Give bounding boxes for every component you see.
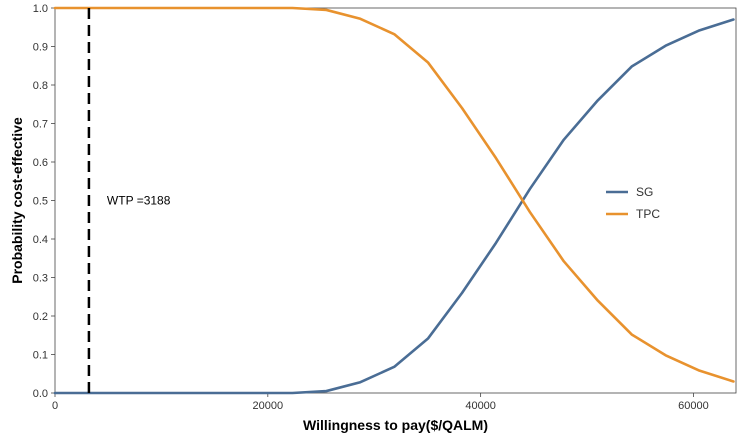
x-tick-label: 60000	[678, 400, 709, 412]
y-tick-label: 1.0	[33, 3, 48, 15]
y-tick-label: 0.3	[33, 273, 48, 285]
legend: SG TPC	[606, 185, 660, 221]
x-axis-ticks: 0 20000 40000 60000	[52, 393, 709, 412]
legend-label-sg: SG	[636, 185, 653, 199]
y-tick-label: 0.2	[33, 311, 48, 323]
y-tick-label: 0.6	[33, 157, 48, 169]
y-tick-label: 0.8	[33, 80, 48, 92]
y-tick-label: 0.7	[33, 119, 48, 131]
y-tick-label: 0.5	[33, 196, 48, 208]
y-tick-label: 0.1	[33, 350, 48, 362]
y-tick-label: 0.0	[33, 388, 48, 400]
y-tick-label: 0.4	[33, 234, 48, 246]
series-line-tpc	[53, 6, 735, 383]
y-axis-ticks: 0.0 0.1 0.2 0.3 0.4 0.5 0.6 0.7 0.8 0.9 1.0	[33, 3, 55, 400]
legend-label-tpc: TPC	[636, 207, 660, 221]
reference-line-group: WTP =3188	[87, 8, 171, 393]
x-tick-label: 20000	[253, 400, 284, 412]
x-tick-label: 40000	[465, 400, 496, 412]
x-axis-title: Willingness to pay($/QALM)	[303, 417, 488, 433]
y-axis-title: Probability cost-effective	[9, 117, 25, 284]
wtp-threshold-label: WTP =3188	[107, 194, 171, 208]
series-line-sg	[53, 18, 735, 395]
x-tick-label: 0	[52, 400, 58, 412]
series-lines	[53, 6, 735, 395]
y-tick-label: 0.9	[33, 42, 48, 54]
